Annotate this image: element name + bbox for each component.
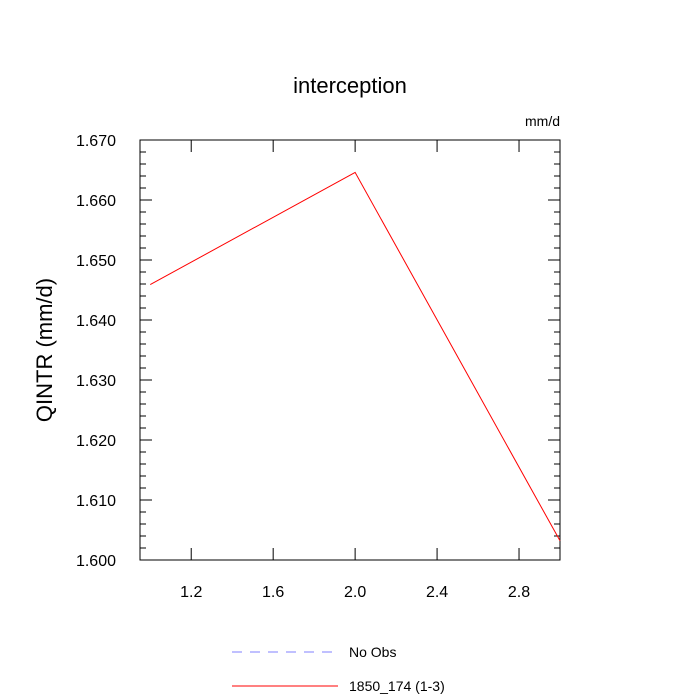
y-tick-label: 1.670 bbox=[76, 133, 116, 150]
legend-label-0: No Obs bbox=[349, 644, 396, 660]
plot-frame bbox=[139, 139, 561, 561]
units-label: mm/d bbox=[525, 113, 560, 129]
y-tick-label: 1.660 bbox=[76, 193, 116, 210]
y-tick-label: 1.610 bbox=[76, 493, 116, 510]
x-tick-label: 2.4 bbox=[426, 584, 448, 601]
x-tick-label: 2.0 bbox=[344, 584, 366, 601]
y-tick-label: 1.650 bbox=[76, 253, 116, 270]
chart-title: interception bbox=[293, 73, 407, 98]
x-tick-label: 1.2 bbox=[180, 584, 202, 601]
legend-label-1: 1850_174 (1-3) bbox=[349, 678, 445, 694]
axis-tick-labels: 1.2 1.6 2.0 2.4 2.8 1.600 1.610 1.620 1.630 1.640… bbox=[76, 133, 530, 601]
legend: No Obs 1850_174 (1-3) bbox=[232, 644, 445, 694]
y-tick-label: 1.620 bbox=[76, 433, 116, 450]
y-tick-label: 1.630 bbox=[76, 373, 116, 390]
y-tick-label: 1.600 bbox=[76, 553, 116, 570]
x-tick-label: 1.6 bbox=[262, 584, 284, 601]
series-layer bbox=[149, 171, 561, 542]
series-line-1 bbox=[149, 171, 561, 542]
y-tick-label: 1.640 bbox=[76, 313, 116, 330]
axis-ticks bbox=[140, 139, 560, 561]
x-tick-label: 2.8 bbox=[508, 584, 530, 601]
y-axis-label: QINTR (mm/d) bbox=[32, 278, 57, 422]
